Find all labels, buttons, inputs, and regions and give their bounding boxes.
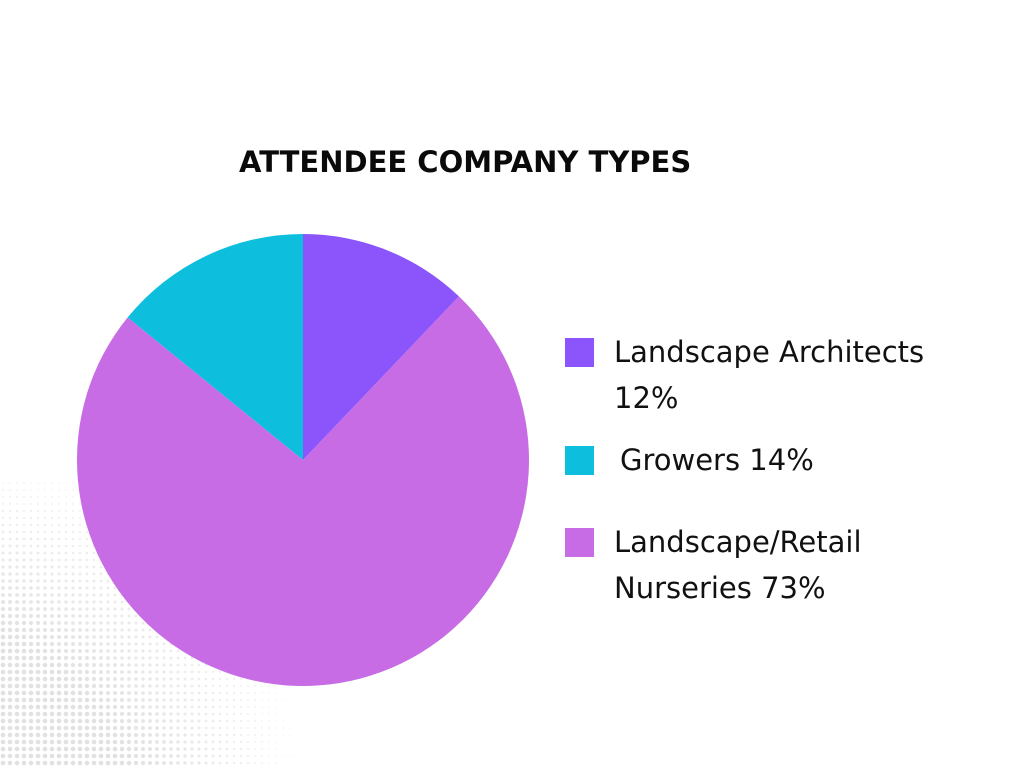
legend-swatch	[565, 446, 594, 475]
legend-swatch	[565, 338, 594, 367]
legend-label: Growers 14%	[620, 443, 814, 477]
pie-slice-landscape-architects	[303, 234, 459, 460]
pie-slice-landscape-retail-nurseries	[76, 296, 530, 686]
legend-label: Landscape Architects 12%	[614, 335, 925, 415]
pie-slice-growers	[127, 234, 303, 460]
legend-item-growers: Growers 14%	[565, 443, 814, 483]
legend-label: Landscape/Retail Nurseries 73%	[614, 525, 862, 605]
chart-title: ATTENDEE COMPANY TYPES	[239, 145, 692, 179]
legend-item-landscape-retail-nurseries: Landscape/Retail Nurseries 73%	[565, 525, 862, 611]
legend-swatch	[565, 528, 594, 557]
legend-item-landscape-architects: Landscape Architects 12%	[565, 335, 924, 421]
